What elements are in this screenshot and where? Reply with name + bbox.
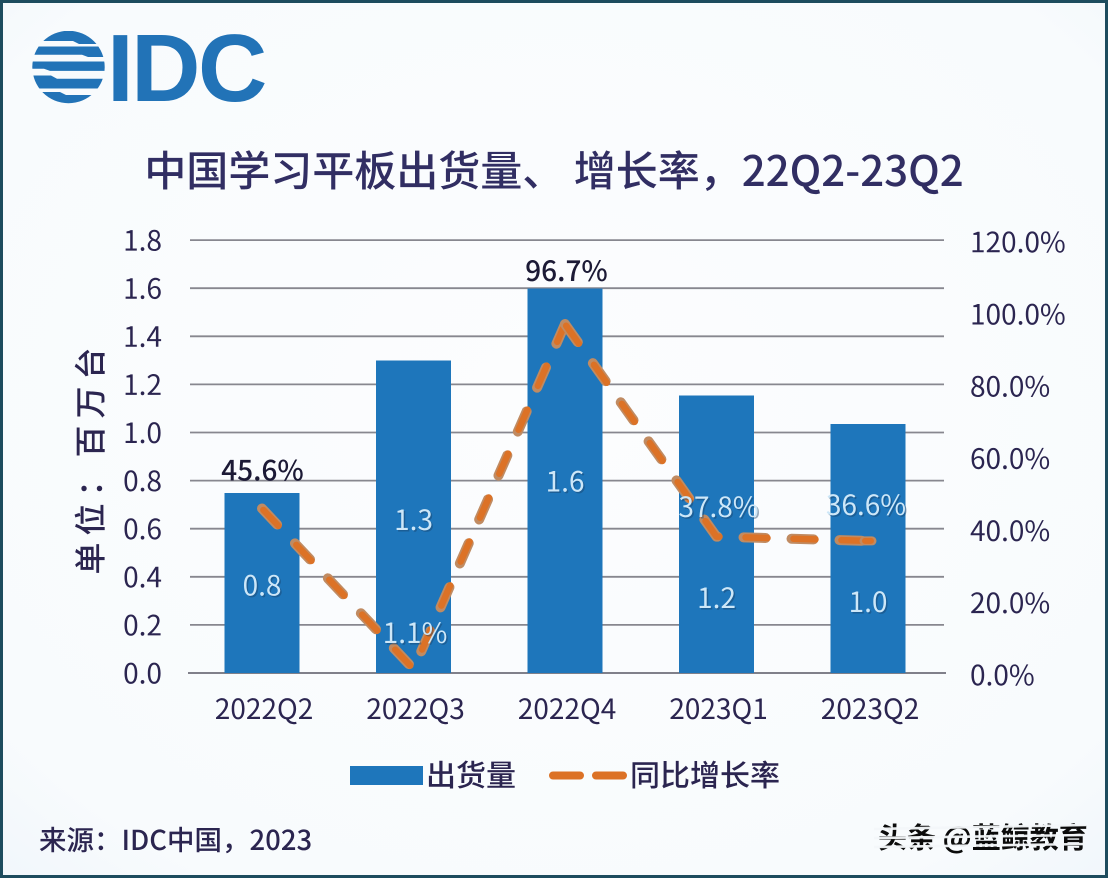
svg-text:IDC: IDC [107,15,265,122]
